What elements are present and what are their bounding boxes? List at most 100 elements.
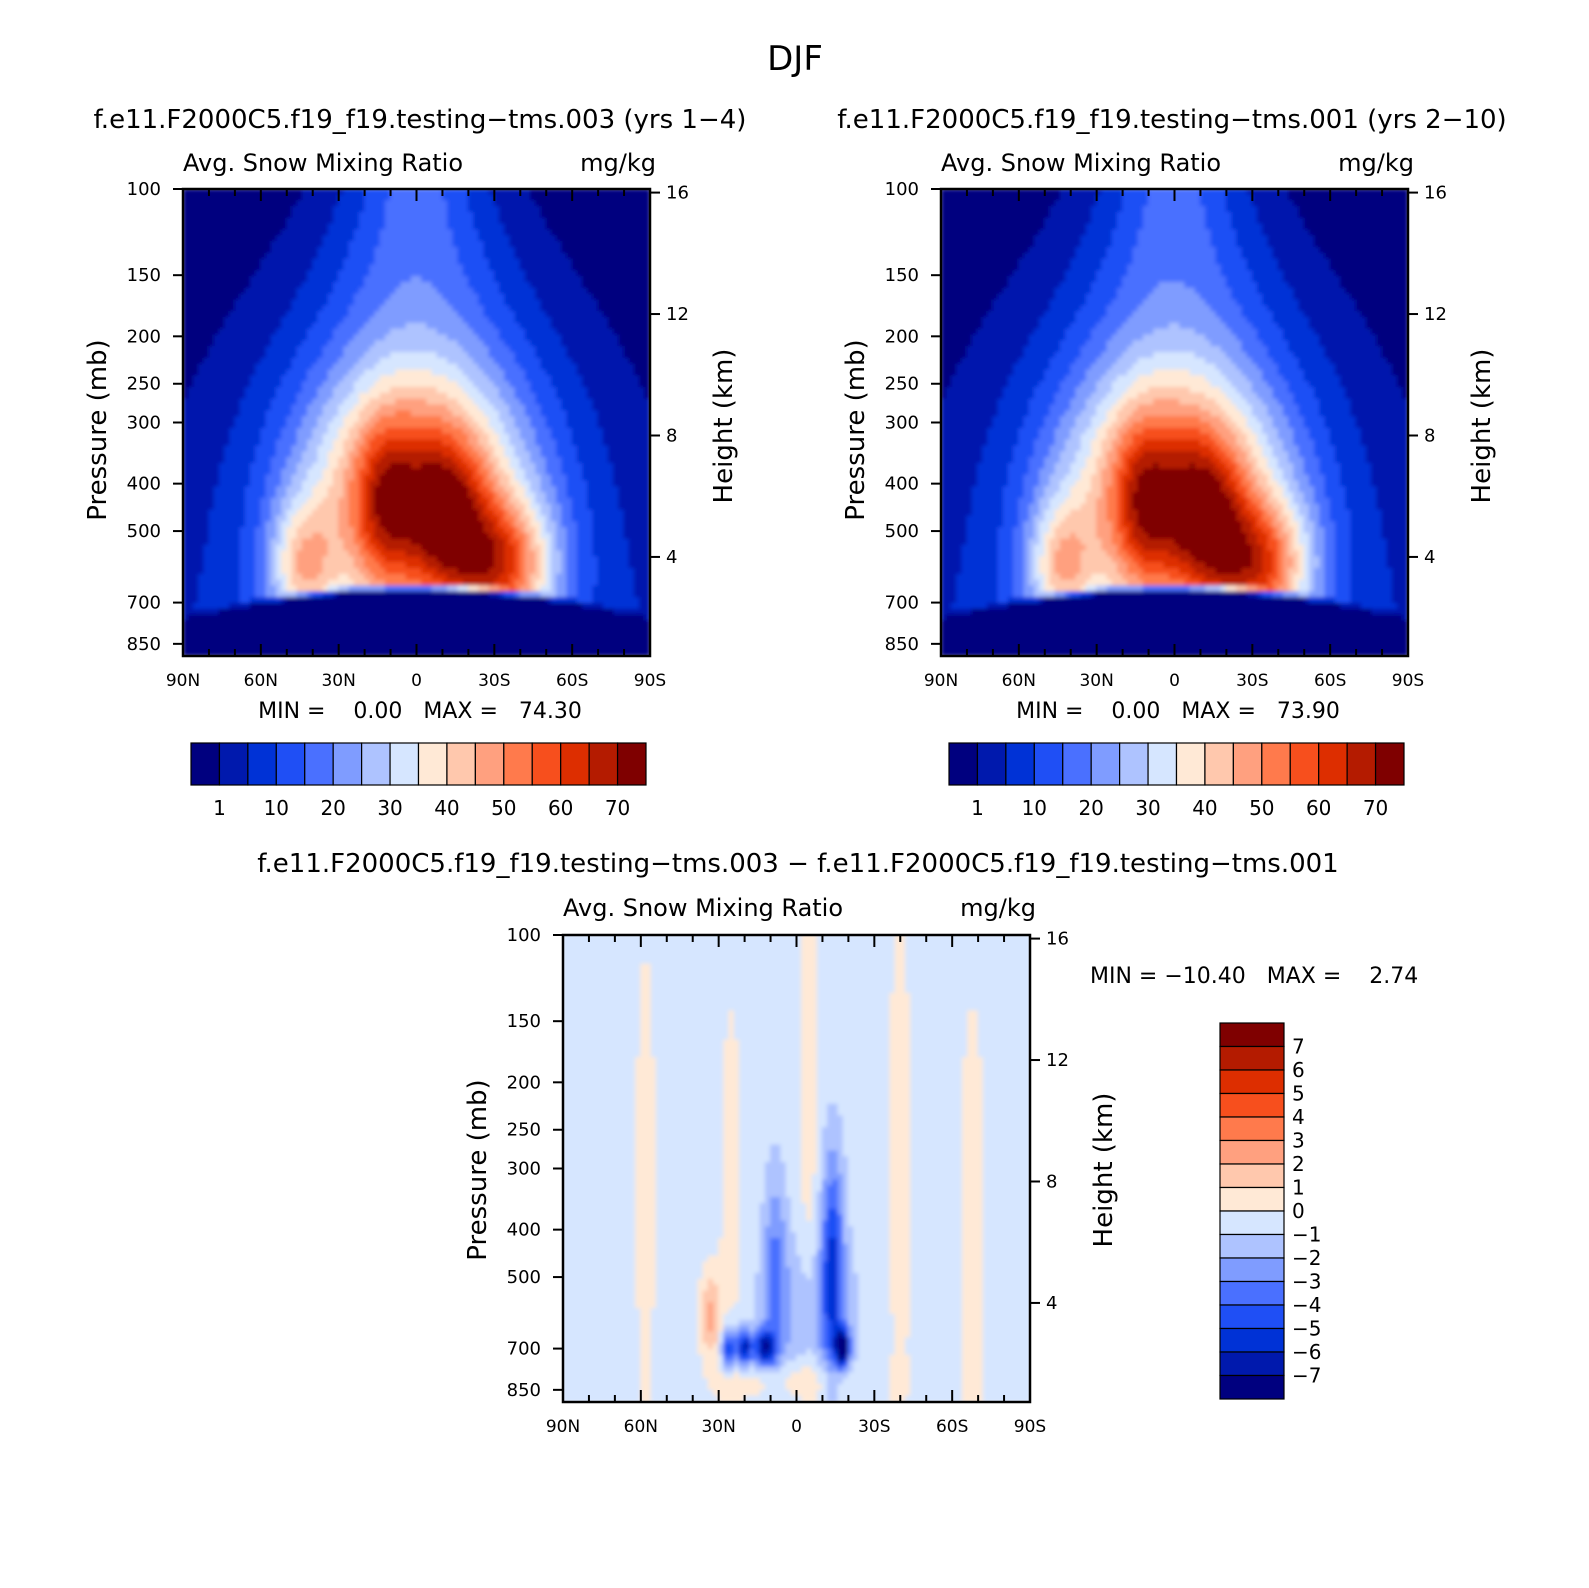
field-cell [563,1243,637,1251]
field-cell [1013,579,1025,587]
field-cell [816,1080,891,1088]
field-cell [556,527,568,534]
field-cell [738,1179,766,1187]
field-cell [374,246,459,254]
field-cell [369,497,376,505]
field-cell [535,462,547,470]
field-cell [348,252,376,260]
y-tick-label: 100 [127,179,161,200]
field-cell [790,1278,818,1286]
field-cell [348,486,360,494]
field-cell [1070,462,1087,470]
field-cell [213,503,246,511]
field-cell [183,515,210,523]
field-cell [1137,445,1212,453]
field-cell [229,439,262,447]
field-cell [889,1162,912,1169]
field-cell [1065,328,1092,336]
field-cell [524,369,547,377]
field-cell [514,591,521,599]
field-cell [1288,532,1295,540]
field-cell [457,340,485,348]
field-cell [1044,375,1067,383]
field-cell [1122,544,1134,552]
field-cell [566,527,578,534]
colorbar-label: −3 [1292,1270,1321,1294]
field-cell [540,521,547,529]
field-cell [816,1360,829,1368]
field-cell [1122,351,1155,359]
field-cell [462,386,480,394]
field-cell [1293,579,1300,587]
field-cell [842,1150,891,1158]
field-cell [842,1354,849,1362]
field-cell [997,556,1015,564]
field-cell [821,1325,829,1333]
field-cell [1059,486,1072,494]
field-cell [842,1325,849,1333]
field-cell [457,258,490,266]
field-cell [1122,392,1139,400]
field-cell [1132,258,1217,266]
field-cell [655,1191,725,1199]
field-cell [1111,386,1129,394]
field-cell [655,1092,725,1099]
field-cell [941,427,989,435]
field-cell [1106,246,1134,254]
field-cell [1282,573,1290,581]
field-cell [545,515,552,523]
field-cell [723,1051,740,1059]
field-cell [1070,433,1082,441]
field-cell [1231,445,1243,453]
field-cell [1246,497,1253,505]
field-cell [322,235,355,243]
field-cell [1106,503,1118,511]
field-cell [322,468,334,476]
field-cell [889,998,912,1006]
field-cell [821,1132,844,1140]
y-tick-label: 200 [885,326,919,347]
field-cell [811,1261,818,1269]
field-cell [1257,211,1300,219]
field-cell [1350,532,1383,540]
field-cell [770,1296,782,1304]
field-cell [961,562,999,569]
field-cell [827,1261,839,1269]
field-cell [338,433,350,441]
field-cell [1288,486,1300,494]
field-cell [837,1366,844,1374]
field-cell [244,492,267,499]
field-cell [697,1337,704,1345]
field-cell [1179,322,1227,330]
field-cell [576,527,594,534]
field-cell [317,311,350,318]
field-cell [208,527,241,534]
field-cell [343,474,355,482]
field-cell [467,200,495,208]
field-cell [821,1290,829,1298]
y2-tick-label: 16 [666,183,689,204]
field-cell [847,1372,891,1380]
field-cell [535,427,552,435]
field-cell [524,521,532,529]
field-cell [545,556,552,564]
field-cell [1225,480,1238,488]
colorbar: 1 10 20 30 40 50 60 70 [190,742,647,820]
field-cell [488,416,501,423]
field-cell [1386,538,1408,546]
field-cell [348,515,360,523]
field-cell [183,229,283,237]
field-cell [847,1203,891,1210]
field-cell [790,1203,808,1210]
field-cell [286,515,293,523]
field-cell [369,445,381,453]
field-cell [650,969,803,977]
field-cell [530,503,542,511]
field-cell [635,1115,657,1123]
field-cell [307,334,334,342]
field-cell [514,527,521,534]
field-cell [790,1372,818,1380]
field-cell [1090,217,1118,225]
field-cell [655,1261,704,1269]
field-cell [364,497,371,505]
